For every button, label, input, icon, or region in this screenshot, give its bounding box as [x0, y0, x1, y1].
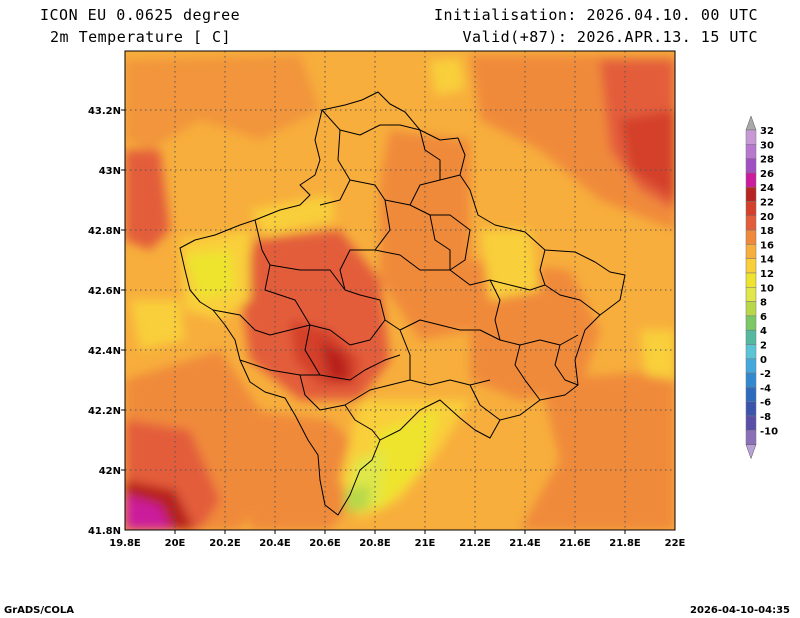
- legend-label: 16: [760, 240, 774, 251]
- legend-swatch: [745, 415, 757, 431]
- lon-label: 20.6E: [309, 538, 341, 549]
- model-title: ICON EU 0.0625 degree: [40, 6, 241, 24]
- graticule: [125, 51, 675, 530]
- lat-label: 42N: [99, 466, 121, 477]
- longitude-labels: 19.8E 20E 20.2E 20.4E 20.6E 20.8E 21E 21…: [109, 538, 685, 549]
- lon-label: 21.6E: [559, 538, 591, 549]
- legend-label: 28: [760, 155, 774, 166]
- lat-label: 42.6N: [88, 286, 121, 297]
- legend-label: 30: [760, 140, 774, 151]
- legend-label: 4: [760, 326, 767, 337]
- legend-swatch: [745, 272, 757, 288]
- lon-ticks: [174, 530, 626, 534]
- legend-label: 18: [760, 226, 774, 237]
- latitude-labels: 43.2N 43N 42.8N 42.6N 42.4N 42.2N 42N 41…: [88, 106, 121, 537]
- lon-label: 20E: [165, 538, 186, 549]
- lon-label: 20.8E: [359, 538, 391, 549]
- legend-swatch: [745, 186, 757, 202]
- lat-label: 42.8N: [88, 226, 121, 237]
- lat-label: 43.2N: [88, 106, 121, 117]
- legend-swatch: [745, 258, 757, 274]
- render-timestamp: 2026-04-10-04:35: [690, 605, 790, 616]
- legend-label: 8: [760, 298, 767, 309]
- legend-bottom-arrow: [745, 444, 757, 460]
- lat-label: 42.4N: [88, 346, 121, 357]
- legend-label: 0: [760, 355, 767, 366]
- legend-label: -2: [760, 369, 771, 380]
- legend-label: 12: [760, 269, 774, 280]
- legend-swatch: [745, 287, 757, 302]
- legend-swatch: [745, 372, 757, 388]
- legend-swatch: [745, 215, 757, 231]
- lon-label: 20.4E: [259, 538, 291, 549]
- legend-swatch: [745, 329, 757, 345]
- legend-label: 26: [760, 169, 774, 180]
- lon-label: 20.2E: [209, 538, 241, 549]
- lat-label: 42.2N: [88, 406, 121, 417]
- legend-label: 6: [760, 312, 767, 323]
- legend-swatch: [745, 344, 757, 360]
- legend-swatch: [745, 158, 757, 174]
- legend-label: 32: [760, 126, 774, 137]
- lon-label: 21.4E: [509, 538, 541, 549]
- lat-ticks: [121, 109, 125, 471]
- legend-label: 14: [760, 255, 774, 266]
- legend-label: 20: [760, 212, 774, 223]
- country-border: [179, 91, 626, 516]
- legend-label: 24: [760, 183, 774, 194]
- legend-swatch: [745, 229, 757, 245]
- lon-label: 21.8E: [609, 538, 641, 549]
- software-credit: GrADS/COLA: [4, 605, 74, 616]
- temperature-field: [125, 51, 675, 530]
- legend-swatch: [745, 401, 757, 417]
- lat-label: 43N: [99, 166, 121, 177]
- initialisation-time: Initialisation: 2026.04.10. 00 UTC: [433, 6, 758, 24]
- legend-label: -6: [760, 398, 771, 409]
- legend-swatch: [745, 244, 757, 259]
- legend-label: 2: [760, 341, 767, 352]
- legend-top-arrow: [745, 115, 757, 131]
- lon-label: 19.8E: [109, 538, 141, 549]
- legend-label: -10: [760, 426, 778, 437]
- legend-label: 22: [760, 198, 774, 209]
- legend-label: 10: [760, 283, 774, 294]
- legend-swatch: [745, 129, 757, 145]
- valid-time: Valid(+87): 2026.APR.13. 15 UTC: [462, 28, 758, 46]
- lon-label: 22E: [665, 538, 686, 549]
- legend-label: -8: [760, 412, 771, 423]
- legend-swatch: [745, 387, 757, 402]
- variable-title: 2m Temperature [ C]: [50, 28, 232, 46]
- legend-swatch: [745, 301, 757, 317]
- legend-swatch: [745, 144, 757, 159]
- lat-label: 41.8N: [88, 526, 121, 537]
- legend-swatch: [745, 172, 757, 188]
- lon-label: 21.2E: [459, 538, 491, 549]
- legend-label: -4: [760, 383, 771, 394]
- legend-swatch: [745, 315, 757, 331]
- municipal-borders: [179, 91, 626, 516]
- lon-label: 21E: [415, 538, 436, 549]
- legend-swatch: [745, 358, 757, 374]
- legend-swatch: [745, 201, 757, 217]
- legend-swatch: [745, 430, 757, 445]
